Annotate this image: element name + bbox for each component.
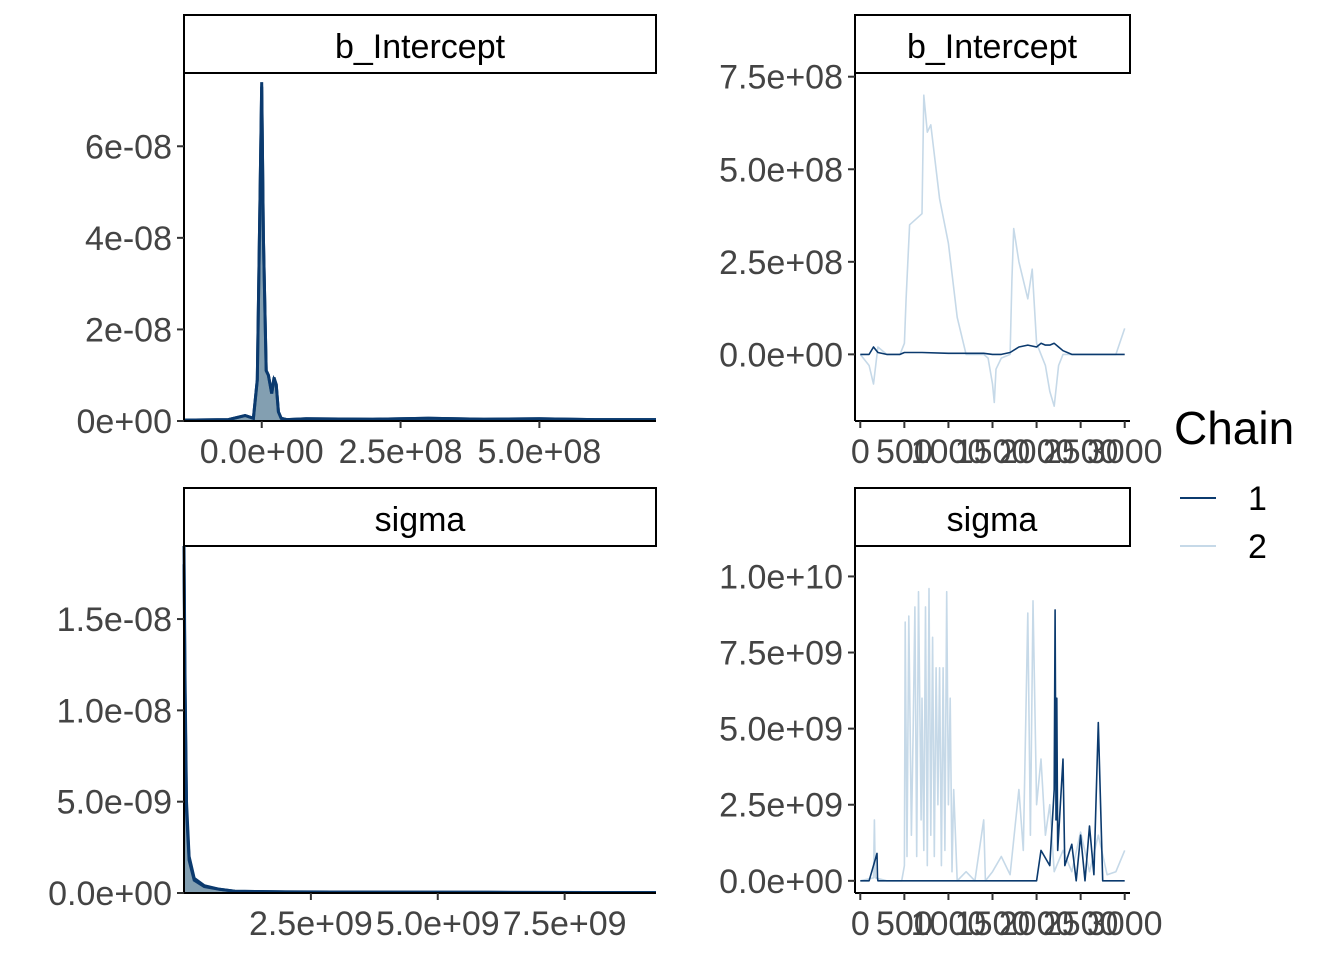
strip-box <box>854 14 1131 74</box>
density-line-chain-1 <box>183 82 656 422</box>
x-tick-label: 2.5e+08 <box>339 433 463 471</box>
y-tick-group: 0.0e+00 2.5e+09 5.0e+09 7.5e+09 1.0e+10 <box>719 558 855 901</box>
x-tick-label: 3000 <box>1087 433 1163 471</box>
x-tick-group: 0.0e+00 2.5e+08 5.0e+08 <box>200 421 601 471</box>
legend-title: Chain <box>1174 402 1294 454</box>
x-tick-label: 3000 <box>1087 905 1163 943</box>
strip-label: b_Intercept <box>335 28 506 66</box>
y-tick-label: 2.5e+09 <box>719 787 843 825</box>
x-tick-label: 5.0e+08 <box>477 433 601 471</box>
x-tick-label: 1000 <box>911 905 987 943</box>
y-tick-label: 1.5e-08 <box>57 601 172 639</box>
y-tick-label: 6e-08 <box>85 128 172 166</box>
strip-label: b_Intercept <box>907 28 1078 66</box>
x-tick-label: 0 <box>851 433 870 471</box>
x-tick-label: 2000 <box>999 433 1075 471</box>
panel-density-sigma: sigma 2.5e+09 5.0e+09 7.5e+09 0.0e+00 5.0e-… <box>48 487 657 943</box>
x-tick-label: 2000 <box>999 905 1075 943</box>
strip-label: sigma <box>947 501 1038 539</box>
strip-box <box>183 14 657 74</box>
series-group <box>183 82 656 422</box>
y-tick-label: 0e+00 <box>77 403 173 441</box>
y-tick-label: 0.0e+00 <box>48 875 172 913</box>
series-group <box>859 94 1126 407</box>
trace-line-chain-1 <box>860 342 1125 356</box>
strip-box <box>183 487 657 547</box>
x-tick-label: 2.5e+09 <box>249 905 373 943</box>
x-tick-label: 1500 <box>955 433 1031 471</box>
y-tick-label: 2e-08 <box>85 311 172 349</box>
legend-label-2: 2 <box>1248 528 1267 566</box>
x-tick-label: 500 <box>876 905 933 943</box>
y-tick-label: 7.5e+08 <box>719 59 843 97</box>
y-tick-label: 7.5e+09 <box>719 635 843 673</box>
y-tick-group: 0.0e+00 5.0e-09 1.0e-08 1.5e-08 <box>48 601 184 913</box>
y-tick-label: 1.0e+10 <box>719 558 843 596</box>
trace-line-chain-2 <box>859 94 1126 407</box>
x-tick-label: 5.0e+09 <box>376 905 500 943</box>
y-tick-label: 0.0e+00 <box>719 863 843 901</box>
x-tick-label: 7.5e+09 <box>503 905 627 943</box>
x-tick-label: 2500 <box>1043 905 1119 943</box>
density-line-chain-1 <box>182 545 656 894</box>
density-line-chain-2 <box>182 564 656 894</box>
x-tick-label: 0.0e+00 <box>200 433 324 471</box>
y-tick-group: 0.0e+00 2.5e+08 5.0e+08 7.5e+08 <box>719 59 855 374</box>
density-line-chain-2 <box>183 86 656 422</box>
y-tick-label: 4e-08 <box>85 220 172 258</box>
trace-line-chain-2 <box>860 587 1126 882</box>
panel-density-b-intercept: b_Intercept 0.0e+00 2.5e+08 5.0e+08 0e+00 2… <box>77 14 657 471</box>
series-group <box>860 587 1126 882</box>
x-tick-label: 2500 <box>1043 433 1119 471</box>
x-tick-label: 0 <box>851 905 870 943</box>
y-tick-label: 5.0e+09 <box>719 711 843 749</box>
x-tick-label: 1000 <box>911 433 987 471</box>
x-tick-group: 2.5e+09 5.0e+09 7.5e+09 <box>249 893 627 943</box>
x-tick-label: 1500 <box>955 905 1031 943</box>
x-tick-label: 500 <box>876 433 933 471</box>
density-fill-chain-2 <box>184 86 656 421</box>
density-fill-chain-1 <box>184 546 656 893</box>
y-tick-label: 2.5e+08 <box>719 244 843 282</box>
y-tick-label: 0.0e+00 <box>719 336 843 374</box>
trace-line-chain-1 <box>860 609 1125 882</box>
strip-box <box>854 487 1131 547</box>
density-fill-chain-1 <box>184 82 656 421</box>
y-tick-group: 0e+00 2e-08 4e-08 6e-08 <box>77 128 184 441</box>
density-fill-chain-2 <box>184 564 656 893</box>
legend-label-1: 1 <box>1248 480 1267 518</box>
y-tick-label: 5.0e+08 <box>719 151 843 189</box>
y-tick-label: 5.0e-09 <box>57 784 172 822</box>
y-tick-label: 1.0e-08 <box>57 692 172 730</box>
strip-label: sigma <box>375 501 466 539</box>
series-group <box>182 545 656 894</box>
legend: Chain 1 2 <box>1174 402 1294 566</box>
